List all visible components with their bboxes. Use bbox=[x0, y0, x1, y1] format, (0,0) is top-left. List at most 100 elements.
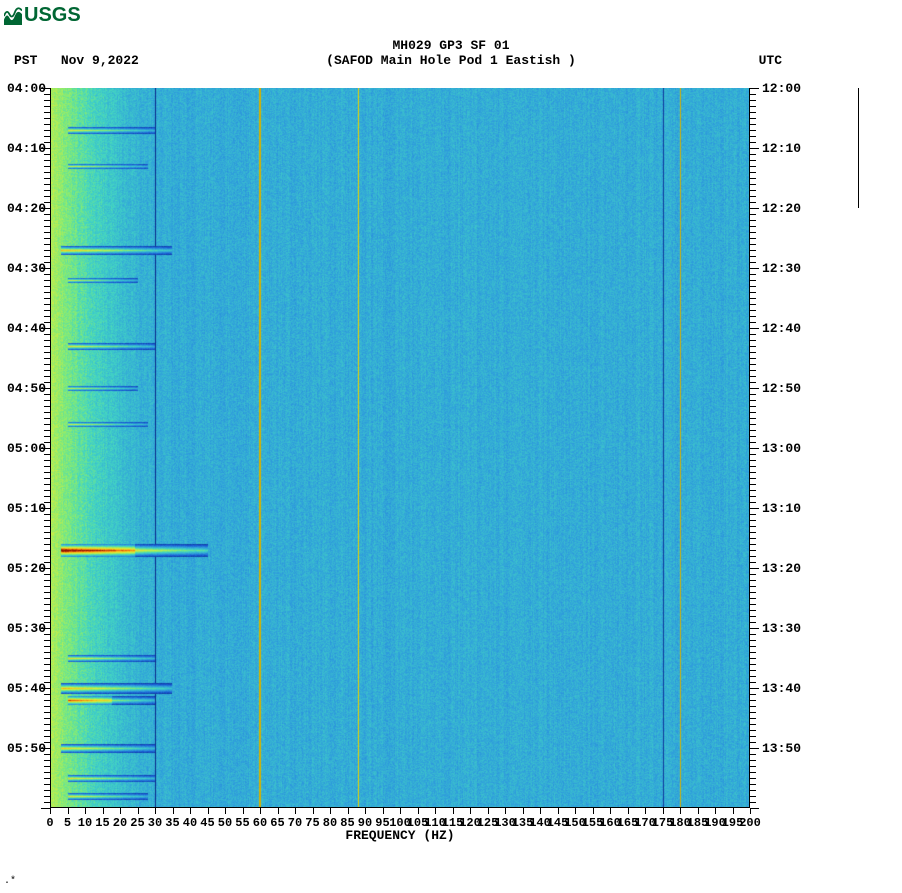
ytick-right bbox=[750, 100, 756, 101]
xtick bbox=[330, 808, 331, 814]
ylabel-left: 05:50 bbox=[7, 741, 46, 756]
xtick bbox=[645, 808, 646, 814]
ylabel-left: 04:00 bbox=[7, 81, 46, 96]
xtick bbox=[610, 808, 611, 814]
ytick-right bbox=[750, 238, 756, 239]
ytick-right bbox=[750, 406, 756, 407]
xaxis-title: FREQUENCY (HZ) bbox=[50, 828, 750, 843]
ytick-right bbox=[750, 424, 756, 425]
ytick-right bbox=[750, 616, 756, 617]
ytick-left bbox=[44, 718, 50, 719]
ytick-right bbox=[750, 214, 756, 215]
ytick-left bbox=[44, 418, 50, 419]
ytick-right bbox=[750, 760, 756, 761]
ytick-right bbox=[750, 280, 756, 281]
ylabel-right: 12:50 bbox=[762, 381, 801, 396]
ytick-left bbox=[44, 118, 50, 119]
ytick-left bbox=[44, 478, 50, 479]
ytick-right bbox=[750, 784, 756, 785]
ytick-right bbox=[750, 748, 759, 749]
ytick-right bbox=[750, 304, 756, 305]
ytick-left bbox=[44, 370, 50, 371]
ytick-right bbox=[750, 802, 756, 803]
ytick-right bbox=[750, 364, 756, 365]
xtick bbox=[138, 808, 139, 814]
ytick-left bbox=[44, 592, 50, 593]
xtick bbox=[295, 808, 296, 814]
ytick-right bbox=[750, 604, 756, 605]
xtick bbox=[85, 808, 86, 814]
ytick-left bbox=[44, 196, 50, 197]
ytick-right bbox=[750, 496, 756, 497]
xtick bbox=[68, 808, 69, 814]
ytick-right bbox=[750, 346, 756, 347]
ytick-right bbox=[750, 556, 756, 557]
ytick-left bbox=[41, 808, 50, 809]
ytick-left bbox=[44, 526, 50, 527]
ytick-right bbox=[750, 430, 756, 431]
ytick-right bbox=[750, 706, 756, 707]
ytick-right bbox=[750, 712, 756, 713]
ytick-left bbox=[44, 112, 50, 113]
ytick-right bbox=[750, 232, 756, 233]
ytick-right bbox=[750, 412, 756, 413]
ytick-right bbox=[750, 472, 756, 473]
header-right: UTC bbox=[759, 53, 782, 68]
ytick-right bbox=[750, 562, 756, 563]
xtick bbox=[278, 808, 279, 814]
ylabel-left: 04:30 bbox=[7, 261, 46, 276]
xtick bbox=[488, 808, 489, 814]
ytick-right bbox=[750, 544, 756, 545]
ytick-right bbox=[750, 772, 756, 773]
ytick-left bbox=[44, 358, 50, 359]
title-line1: MH029 GP3 SF 01 bbox=[0, 38, 902, 53]
ytick-right bbox=[750, 394, 756, 395]
xtick bbox=[243, 808, 244, 814]
ytick-right bbox=[750, 700, 756, 701]
ytick-right bbox=[750, 190, 756, 191]
logo-text: USGS bbox=[24, 4, 81, 27]
ytick-right bbox=[750, 646, 756, 647]
xtick bbox=[663, 808, 664, 814]
ytick-left bbox=[44, 646, 50, 647]
ytick-right bbox=[750, 352, 756, 353]
ytick-left bbox=[44, 670, 50, 671]
ytick-left bbox=[44, 430, 50, 431]
ylabel-left: 05:20 bbox=[7, 561, 46, 576]
ytick-left bbox=[44, 766, 50, 767]
ytick-right bbox=[750, 688, 759, 689]
ytick-right bbox=[750, 460, 756, 461]
right-tz: UTC bbox=[759, 53, 782, 68]
ytick-right bbox=[750, 730, 756, 731]
xtick bbox=[540, 808, 541, 814]
xtick bbox=[453, 808, 454, 814]
ylabel-left: 05:10 bbox=[7, 501, 46, 516]
ytick-left bbox=[44, 166, 50, 167]
ytick-right bbox=[750, 286, 756, 287]
ytick-right bbox=[750, 724, 756, 725]
ytick-left bbox=[44, 676, 50, 677]
ylabel-right: 13:00 bbox=[762, 441, 801, 456]
ytick-right bbox=[750, 382, 756, 383]
xtick bbox=[505, 808, 506, 814]
ytick-left bbox=[44, 586, 50, 587]
ytick-right bbox=[750, 466, 756, 467]
ytick-left bbox=[44, 604, 50, 605]
ytick-right bbox=[750, 172, 756, 173]
ytick-right bbox=[750, 448, 759, 449]
ytick-left bbox=[44, 706, 50, 707]
ytick-left bbox=[44, 178, 50, 179]
ytick-left bbox=[44, 778, 50, 779]
ytick-left bbox=[44, 190, 50, 191]
ytick-right bbox=[750, 166, 756, 167]
ytick-left bbox=[44, 310, 50, 311]
ytick-right bbox=[750, 478, 756, 479]
xtick bbox=[750, 808, 751, 814]
xtick bbox=[365, 808, 366, 814]
xtick bbox=[348, 808, 349, 814]
ytick-right bbox=[750, 436, 756, 437]
ytick-left bbox=[44, 796, 50, 797]
ytick-right bbox=[750, 658, 756, 659]
ytick-right bbox=[750, 310, 756, 311]
ytick-left bbox=[44, 496, 50, 497]
